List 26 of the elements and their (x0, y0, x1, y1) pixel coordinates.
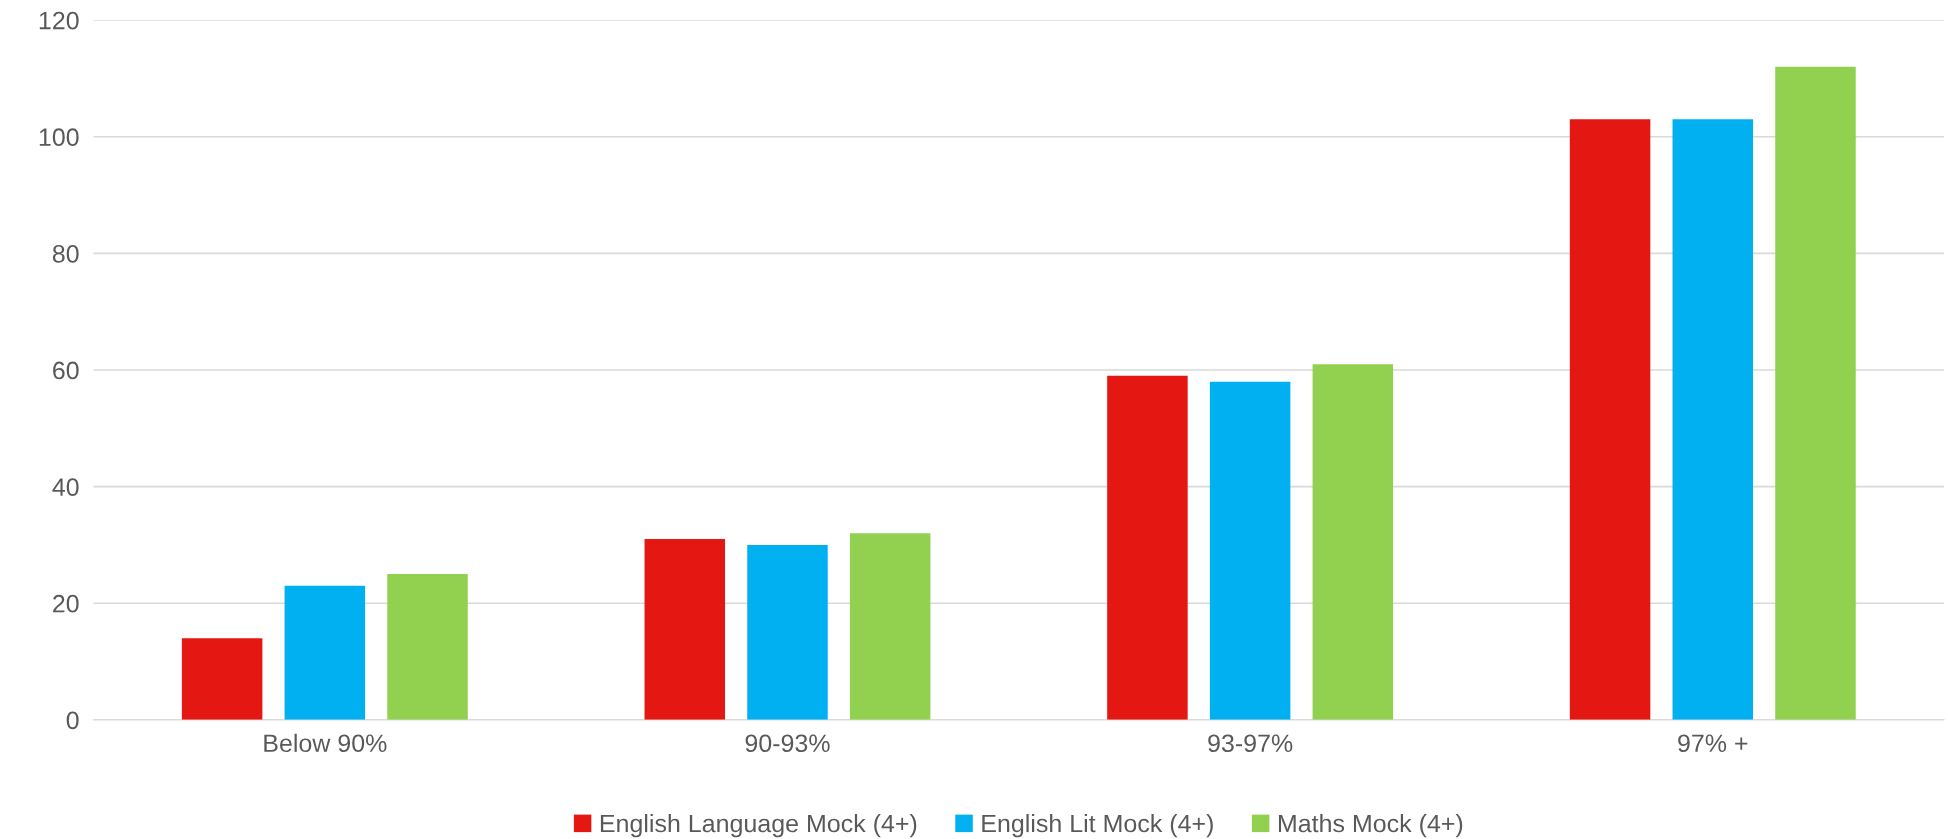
bar (1775, 66, 1856, 720)
y-tick-label: 0 (66, 711, 79, 730)
x-tick-label: 97% + (1678, 734, 1748, 753)
bar (1107, 375, 1188, 720)
y-tick-label: 120 (39, 11, 79, 30)
x-tick-label: Below 90% (264, 733, 387, 753)
bar (1312, 364, 1394, 720)
bar (849, 533, 931, 720)
bar (644, 539, 726, 720)
y-tick-label: 60 (53, 361, 79, 380)
legend-label: English Lit Mock (4+) (982, 814, 1213, 838)
y-tick-label: 80 (52, 244, 79, 263)
bar (1209, 381, 1291, 720)
bar (747, 544, 828, 720)
legend-label: Maths Mock (4+) (1278, 814, 1463, 838)
bar (387, 574, 468, 720)
bar (1569, 119, 1651, 720)
legend-label: English Language Mock (4+) (600, 814, 917, 838)
y-tick-label: 100 (39, 128, 79, 147)
bar (1672, 119, 1754, 720)
x-tick-label: 90-93% (745, 734, 830, 753)
y-tick-label: 40 (52, 478, 79, 496)
y-tick-label: 20 (53, 594, 79, 613)
bar (284, 585, 366, 720)
bar (181, 638, 263, 720)
x-tick-label: 93-97% (1208, 734, 1293, 753)
